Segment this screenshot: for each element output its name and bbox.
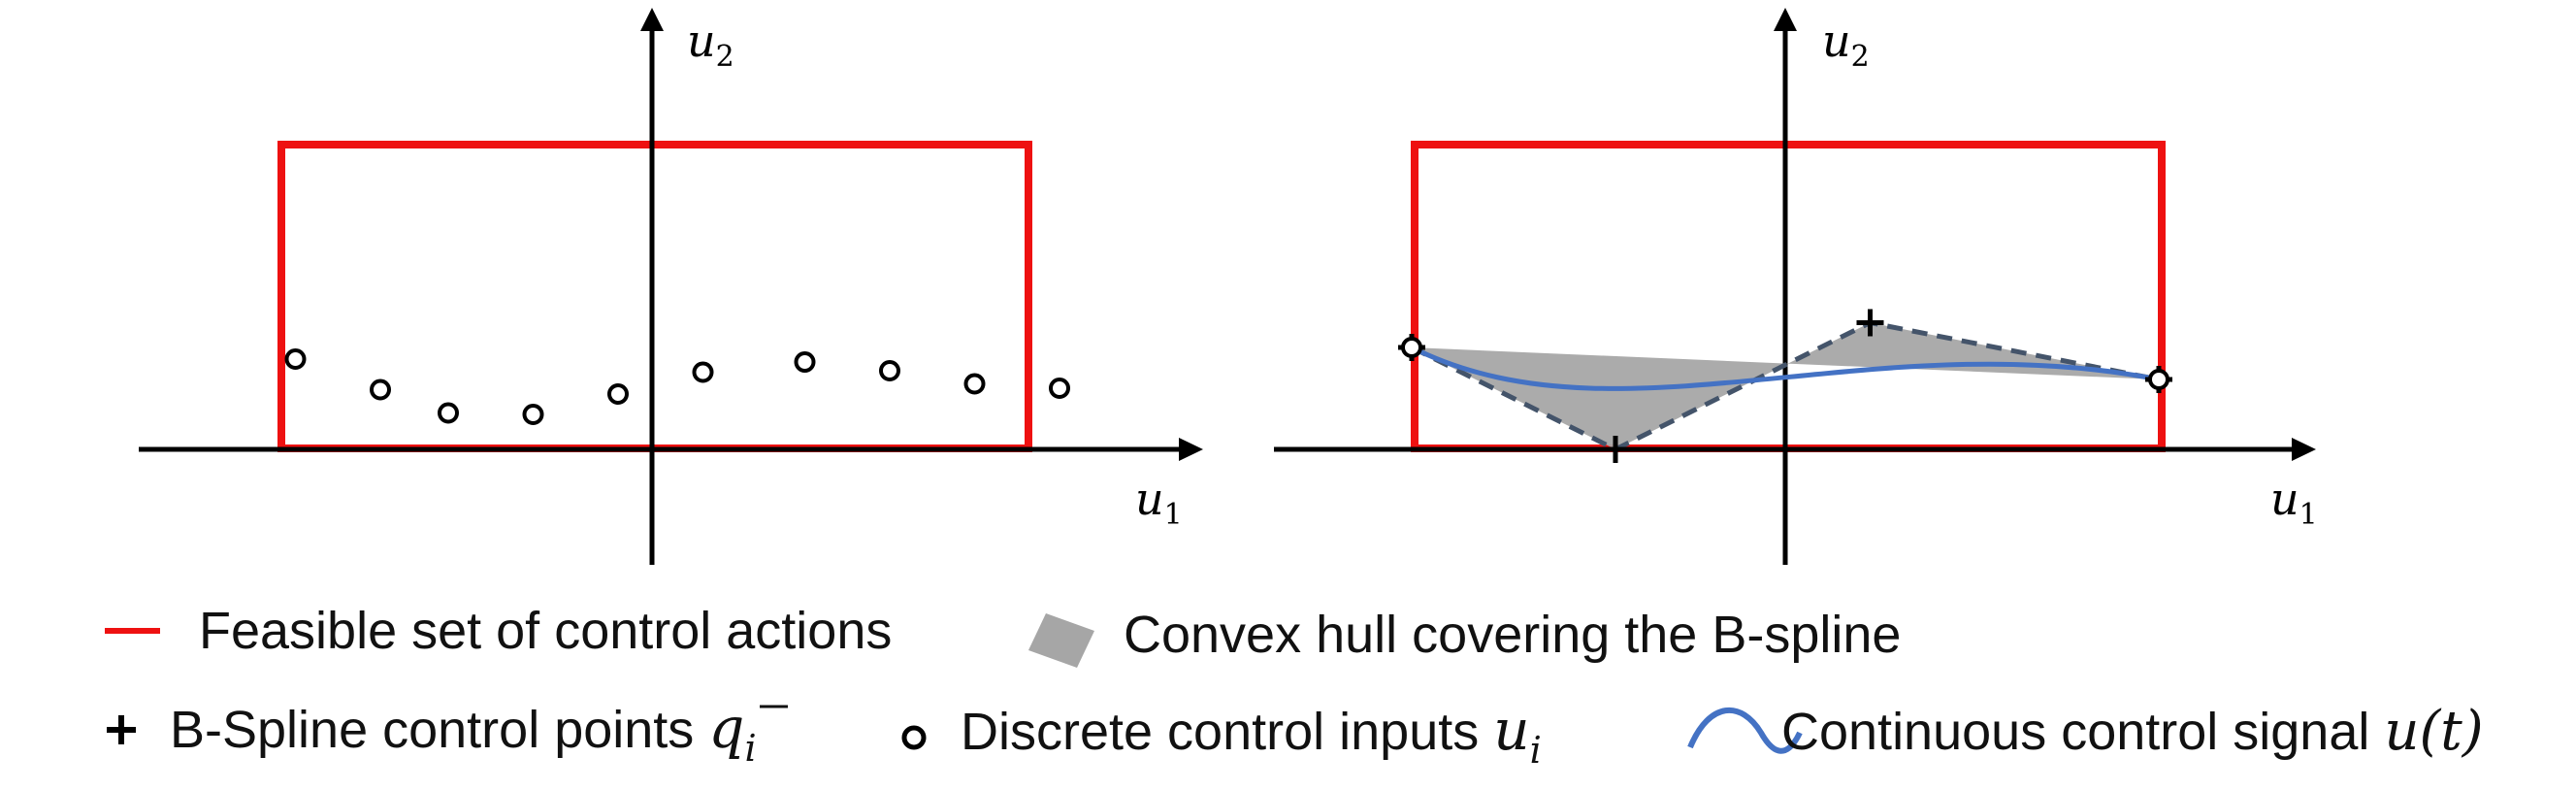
control-polygon <box>1410 319 2160 452</box>
right-panel: u2 u1 <box>1274 8 2318 565</box>
discrete-input-point <box>879 360 900 381</box>
discrete-input-point <box>438 402 459 424</box>
u1-axis-label: u1 <box>1135 473 1183 532</box>
legend-item-signal: Continuous control signal u(t) <box>1687 700 2484 763</box>
legend-item-control-points: B-Spline control points qi <box>107 695 788 770</box>
legend: Feasible set of control actions Convex h… <box>105 602 2484 772</box>
convex-hull <box>1412 322 2159 449</box>
discrete-input-point <box>963 373 986 395</box>
u1-axis-arrowhead <box>2292 438 2316 461</box>
discrete-input-point <box>284 348 307 370</box>
discrete-input-point <box>1049 378 1070 399</box>
u1-axis-arrowhead <box>1179 438 1203 461</box>
feasible-set-rect <box>277 141 1032 452</box>
u2-axis-arrowhead <box>640 8 664 31</box>
left-panel: u2 u1 <box>139 8 1203 565</box>
u2-axis-arrowhead <box>1774 8 1797 31</box>
discrete-endpoint-point <box>1401 337 1422 358</box>
u2-axis-label: u2 <box>1822 15 1870 74</box>
control-point-marker <box>1602 436 1629 463</box>
discrete-input-point <box>522 404 544 425</box>
control-point-marker <box>1856 309 1884 337</box>
legend-control-points-label: B-Spline control points qi <box>170 695 757 770</box>
legend-feasible-label: Feasible set of control actions <box>199 602 892 660</box>
discrete-input-point <box>370 379 391 401</box>
u2-axis-label: u2 <box>687 15 734 74</box>
hull-swatch <box>1028 613 1094 668</box>
legend-signal-label: Continuous control signal u(t) <box>1781 700 2484 763</box>
discrete-input-point <box>692 361 714 383</box>
continuous-signal-curve <box>1410 345 2160 391</box>
legend-discrete-label: Discrete control inputs ui <box>961 697 1542 772</box>
legend-item-discrete: Discrete control inputs ui <box>901 697 1542 772</box>
discrete-inputs-group <box>284 348 1070 425</box>
plus-marker-icon <box>107 715 136 744</box>
discrete-endpoints-group <box>1401 337 2169 390</box>
discrete-endpoint-point <box>2148 369 2169 390</box>
circle-marker-icon <box>901 725 927 750</box>
legend-item-hull: Convex hull covering the B-spline <box>1028 606 1901 668</box>
legend-item-feasible: Feasible set of control actions <box>105 602 892 660</box>
discrete-input-point <box>794 351 816 373</box>
discrete-input-point <box>607 383 629 405</box>
wave-icon <box>1687 708 1803 754</box>
u1-axis-label: u1 <box>2270 473 2318 532</box>
legend-hull-label: Convex hull covering the B-spline <box>1124 606 1901 664</box>
